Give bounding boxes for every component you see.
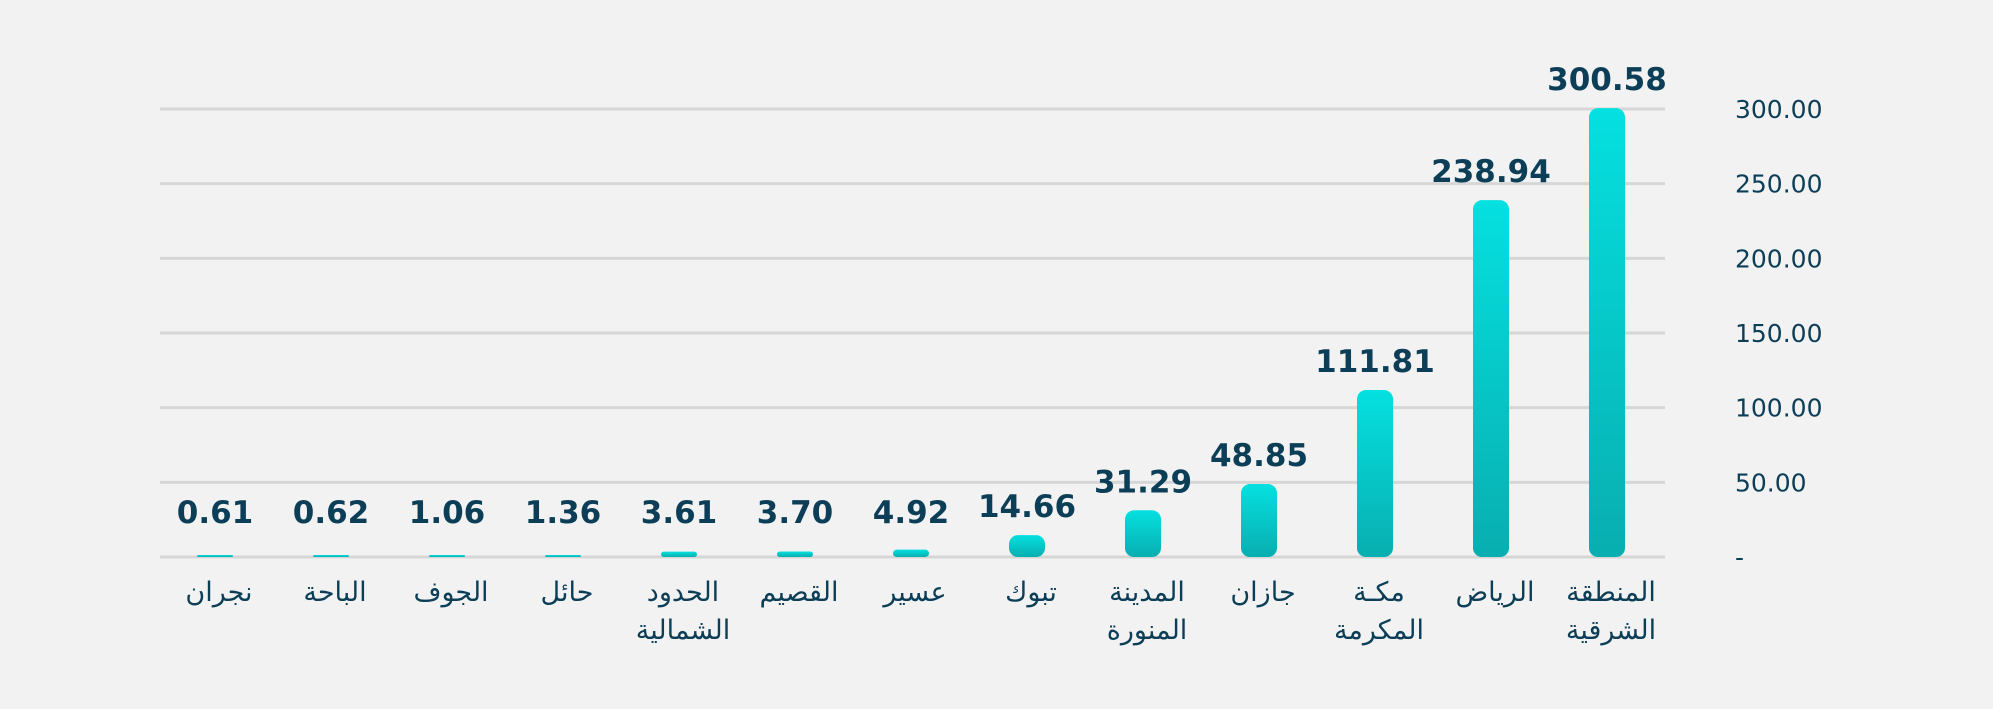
category-label-line: الحدود — [647, 577, 719, 608]
data-label: 238.94 — [1431, 154, 1551, 190]
bar — [1125, 510, 1161, 557]
y-tick-label: - — [1735, 543, 1744, 572]
category-label-line: الشمالية — [636, 615, 731, 646]
data-label: 0.61 — [177, 495, 254, 531]
x-axis-labels: المنطقة الشرقية الرياض مكـة المكرمة جازان المد… — [185, 577, 1656, 646]
category-label-line: نجران — [185, 577, 252, 608]
data-label: 3.70 — [757, 495, 834, 531]
category-label-line: جازان — [1230, 577, 1295, 608]
category-label-line: المنورة — [1107, 615, 1188, 646]
category-label: جازان — [1230, 577, 1295, 608]
category-label-line: مكـة — [1353, 577, 1405, 608]
y-tick-label: 200.00 — [1735, 244, 1822, 273]
data-label: 1.06 — [409, 495, 486, 531]
category-label-line: الرياض — [1455, 577, 1534, 608]
y-tick-label: 100.00 — [1735, 394, 1822, 423]
data-label: 0.62 — [293, 495, 370, 531]
bar — [1589, 108, 1625, 558]
data-label: 1.36 — [525, 495, 602, 531]
category-label: الرياض — [1455, 577, 1534, 608]
category-label-line: تبوك — [1005, 577, 1057, 608]
data-label: 31.29 — [1094, 464, 1192, 500]
data-label: 111.81 — [1315, 344, 1435, 380]
bar — [1357, 390, 1393, 557]
category-label-line: القصيم — [760, 577, 839, 608]
bar — [777, 551, 813, 557]
bars — [197, 108, 1625, 558]
bar — [197, 555, 233, 557]
y-axis-ticks: - 50.00 100.00 150.00 200.00 250.00 300.00 — [1735, 95, 1822, 572]
y-tick-label: 300.00 — [1735, 95, 1822, 124]
y-tick-label: 150.00 — [1735, 319, 1822, 348]
bar — [429, 555, 465, 557]
category-label-line: المكرمة — [1334, 615, 1424, 646]
bar — [313, 555, 349, 557]
bar — [1473, 200, 1509, 558]
bar — [661, 551, 697, 557]
category-label: تبوك — [1005, 577, 1057, 608]
category-label: المنطقة الشرقية — [1566, 577, 1656, 646]
data-labels: 300.58 238.94 111.81 48.85 31.29 14.66 4.92 3.7… — [177, 62, 1667, 531]
gridlines — [160, 107, 1665, 559]
category-label-line: المدينة — [1109, 577, 1185, 608]
data-label: 48.85 — [1210, 438, 1308, 474]
bar — [545, 554, 581, 557]
category-label: نجران — [185, 577, 252, 608]
category-label: عسير — [881, 577, 946, 608]
bar — [1009, 535, 1045, 557]
category-label: مكـة المكرمة — [1334, 577, 1424, 646]
category-label: الحدود الشمالية — [636, 577, 731, 646]
bar — [893, 549, 929, 557]
category-label: الجوف — [413, 577, 488, 608]
category-label: المدينة المنورة — [1107, 577, 1188, 646]
data-label: 300.58 — [1547, 62, 1667, 98]
category-label: الباحة — [303, 577, 366, 608]
category-label-line: حائل — [541, 577, 594, 608]
data-label: 4.92 — [873, 495, 950, 531]
category-label-line: الباحة — [303, 577, 366, 608]
data-label: 14.66 — [978, 489, 1076, 525]
category-label: حائل — [541, 577, 594, 608]
bar — [1241, 484, 1277, 557]
category-label-line: المنطقة — [1566, 577, 1656, 608]
category-label-line: الشرقية — [1566, 615, 1656, 646]
data-label: 3.61 — [641, 495, 718, 531]
category-label-line: عسير — [881, 577, 946, 608]
category-label: القصيم — [760, 577, 839, 608]
y-tick-label: 250.00 — [1735, 170, 1822, 199]
category-label-line: الجوف — [413, 577, 488, 608]
y-tick-label: 50.00 — [1735, 468, 1807, 497]
